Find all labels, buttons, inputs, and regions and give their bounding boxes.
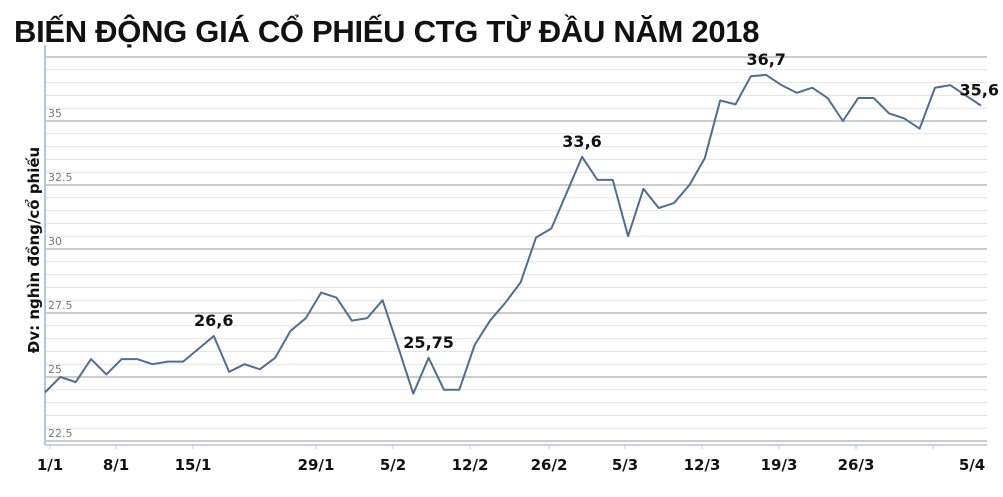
data-label: 35,6 [960, 81, 999, 100]
y-tick-label: 27.5 [48, 299, 73, 312]
y-tick-label: 32.5 [48, 171, 73, 184]
x-tick-label: 15/1 [175, 456, 212, 474]
x-tick-label: 1/1 [37, 456, 63, 474]
x-tick-label: 26/2 [531, 456, 568, 474]
data-label: 26,6 [194, 311, 233, 330]
x-tick-label: 12/3 [684, 456, 721, 474]
y-tick-label: 30 [48, 235, 62, 248]
x-tick-label: 19/3 [761, 456, 798, 474]
x-tick-label: 12/2 [452, 456, 489, 474]
data-label: 36,7 [746, 50, 785, 69]
x-tick-label: 5/3 [612, 456, 638, 474]
x-tick-label: 26/3 [838, 456, 875, 474]
price-line [44, 73, 982, 395]
x-tick-label: 5/4 [959, 456, 985, 474]
data-label: 25,75 [403, 333, 454, 352]
data-label: 33,6 [562, 132, 601, 151]
y-tick-label: 22.5 [48, 427, 73, 440]
x-tick-label: 5/2 [380, 456, 406, 474]
x-tick-label: 8/1 [103, 456, 129, 474]
x-tick-label: 29/1 [298, 456, 335, 474]
chart-title: BIẾN ĐỘNG GIÁ CỔ PHIẾU CTG TỪ ĐẦU NĂM 20… [14, 14, 760, 49]
y-tick-label: 25 [48, 363, 62, 376]
y-tick-label: 35 [48, 107, 62, 120]
